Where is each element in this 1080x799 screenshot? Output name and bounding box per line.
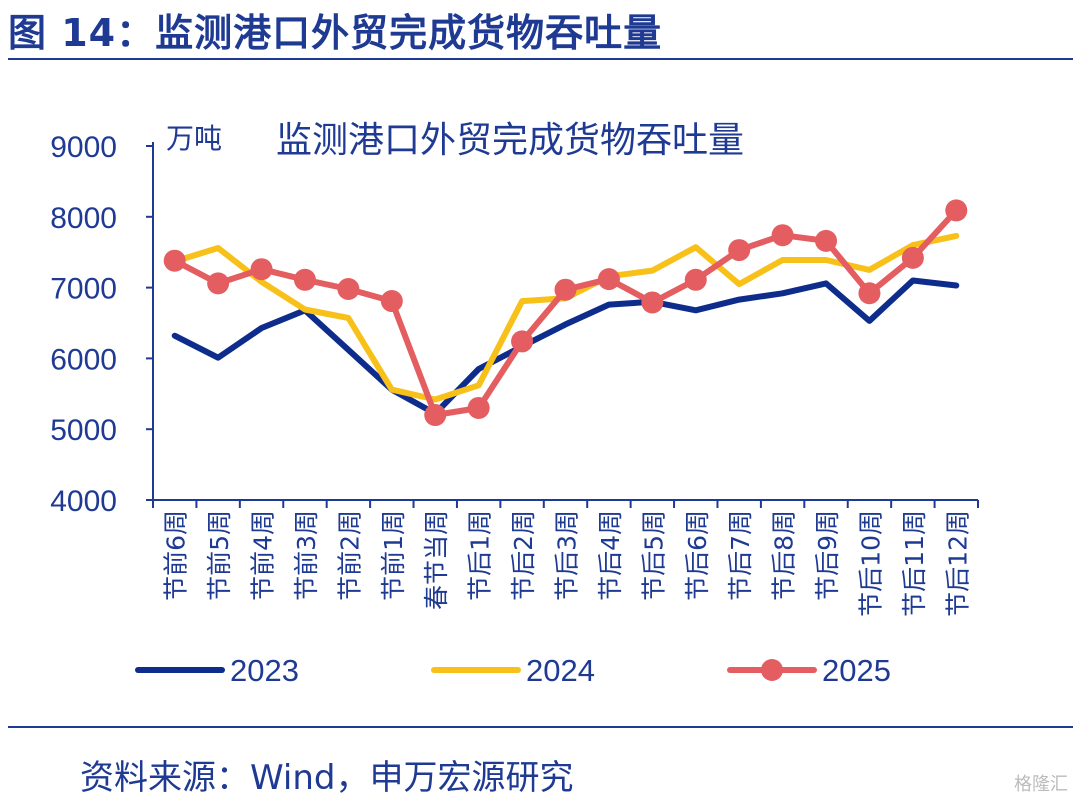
series-2025-point — [467, 396, 490, 419]
x-tick-label: 节前3周 — [292, 510, 321, 601]
series-2025-point — [597, 268, 620, 291]
series-2025-point — [293, 268, 316, 291]
series-2025-point — [250, 258, 273, 281]
series-2025-point — [858, 282, 881, 305]
chart-title: 监测港口外贸完成货物吞吐量 — [276, 120, 744, 161]
line-chart: 4000 5000 6000 7000 8000 9000 节前6周 节前5周 节前4周 节前3周… — [50, 120, 979, 688]
legend-label-2024: 2024 — [526, 653, 595, 688]
x-tick-label: 节后5周 — [639, 510, 668, 601]
series-2025-point — [901, 246, 924, 269]
x-tick-label: 节后2周 — [509, 510, 538, 601]
series-2025-point — [424, 404, 447, 427]
x-tick-label: 节后3周 — [553, 510, 582, 601]
y-tick-label: 9000 — [50, 131, 117, 164]
series-2025-point — [163, 249, 186, 272]
y-tick-label: 4000 — [50, 485, 117, 518]
x-tick-label: 节后6周 — [683, 510, 712, 601]
x-tick-label: 节前6周 — [162, 510, 191, 601]
y-tick-label: 8000 — [50, 202, 117, 235]
series-2025-point — [207, 272, 230, 295]
title-divider — [8, 58, 1073, 60]
y-axis-unit: 万吨 — [166, 122, 222, 155]
x-tick-label: 节后4周 — [596, 510, 625, 601]
legend-label-2023: 2023 — [230, 653, 299, 688]
x-tick-label: 节后1周 — [466, 510, 495, 601]
legend-label-2025: 2025 — [822, 653, 891, 688]
series-2025-point — [815, 229, 838, 252]
watermark: 格隆汇 — [1014, 774, 1068, 795]
x-tick-label: 节前5周 — [205, 510, 234, 601]
legend-marker-2025 — [761, 659, 783, 681]
x-tick-label: 节后12周 — [943, 510, 972, 617]
series-2025-point — [380, 290, 403, 313]
series-2025-point — [771, 224, 794, 247]
x-tick-label: 节后10周 — [856, 510, 885, 617]
x-tick-label: 节后11周 — [900, 510, 929, 617]
series-2025-point — [554, 278, 577, 301]
x-tick-label: 节前4周 — [249, 510, 278, 601]
x-tick-label: 节前2周 — [335, 510, 364, 601]
series-2025-point — [337, 278, 360, 301]
x-tick-label: 节后7周 — [726, 510, 755, 601]
series-2025-point — [728, 239, 751, 262]
y-tick-label: 5000 — [50, 414, 117, 447]
series-2025-point — [641, 291, 664, 314]
figure-title: 图 14：监测港口外贸完成货物吞吐量 — [8, 11, 663, 55]
source-note: 资料来源：Wind，申万宏源研究 — [80, 758, 574, 798]
y-tick-label: 7000 — [50, 273, 117, 306]
x-tick-label: 节后9周 — [813, 510, 842, 601]
series-2025-point — [684, 268, 707, 291]
x-tick-label: 节后8周 — [770, 510, 799, 601]
y-tick-label: 6000 — [50, 343, 117, 376]
x-tick-label: 春节当周 — [422, 510, 451, 610]
series-2025-point — [945, 199, 968, 222]
series-2025-point — [511, 330, 534, 353]
footer-divider — [8, 726, 1073, 728]
x-tick-label: 节前1周 — [379, 510, 408, 601]
